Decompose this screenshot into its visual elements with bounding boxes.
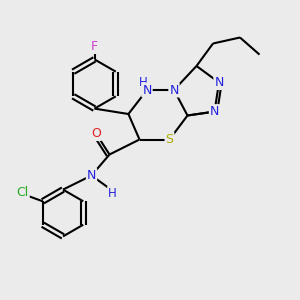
- Text: N: N: [210, 105, 219, 118]
- Text: F: F: [91, 40, 98, 53]
- Text: Cl: Cl: [16, 186, 29, 200]
- Text: S: S: [166, 133, 173, 146]
- Text: N: N: [87, 169, 96, 182]
- Text: H: H: [139, 76, 148, 89]
- Text: O: O: [91, 127, 101, 140]
- Text: N: N: [142, 83, 152, 97]
- Text: N: N: [169, 83, 179, 97]
- Text: N: N: [214, 76, 224, 89]
- Text: H: H: [108, 187, 117, 200]
